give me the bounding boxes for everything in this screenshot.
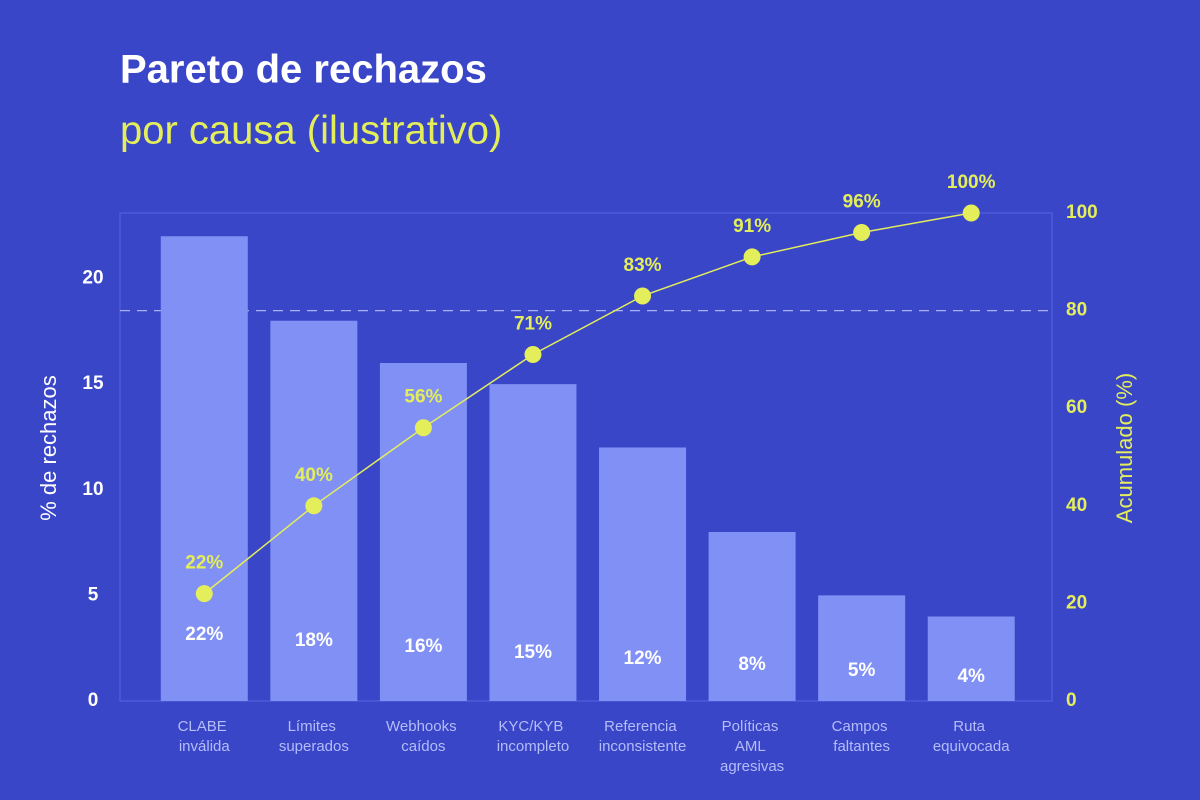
- cumulative-value-label: 22%: [185, 553, 223, 574]
- cumulative-value-label: 96%: [843, 192, 881, 213]
- bar: [818, 595, 906, 701]
- cumulative-line: [203, 212, 972, 595]
- cumulative-value-label: 56%: [404, 387, 442, 408]
- x-tick-label: Límites superados: [279, 718, 349, 755]
- x-tick-label: Campos faltantes: [832, 718, 892, 755]
- chart-subtitle: por causa (ilustrativo): [120, 109, 502, 153]
- y2-tick-label: 60: [1066, 397, 1087, 418]
- cumulative-value-label: 91%: [733, 216, 771, 237]
- x-tick-label: CLABE inválida: [178, 718, 231, 755]
- cumulative-point: [305, 497, 323, 515]
- y-tick-label: 10: [82, 479, 103, 500]
- bar: [489, 384, 577, 701]
- bar-value-label: 16%: [404, 636, 442, 657]
- cumulative-point: [634, 287, 652, 305]
- cumulative-point: [743, 248, 761, 266]
- x-tick-label: Ruta equivocada: [933, 718, 1010, 755]
- bar: [599, 447, 687, 701]
- y2-tick-label: 0: [1066, 690, 1077, 711]
- bar-value-label: 12%: [624, 648, 662, 669]
- y-tick-label: 15: [82, 373, 104, 394]
- y2-tick-label: 20: [1066, 592, 1087, 613]
- cumulative-value-label: 100%: [947, 172, 996, 193]
- y2-axis-title: Acumulado (%): [1112, 373, 1137, 523]
- cumulative-point: [195, 585, 213, 603]
- bar-value-label: 22%: [185, 624, 223, 645]
- y2-tick-label: 80: [1066, 300, 1087, 321]
- x-tick-label: KYC/KYB incompleto: [497, 718, 570, 755]
- y-axis-title: % de rechazos: [36, 375, 61, 521]
- cumulative-point: [414, 419, 432, 437]
- cumulative-point: [524, 346, 542, 364]
- bar-value-label: 15%: [514, 642, 552, 663]
- bar: [927, 616, 1015, 701]
- cumulative-value-label: 71%: [514, 314, 552, 335]
- bar-value-label: 18%: [295, 630, 333, 651]
- chart-title: Pareto de rechazos: [120, 48, 487, 92]
- y2-tick-label: 100: [1066, 202, 1098, 223]
- x-tick-label: Webhooks caídos: [386, 718, 461, 755]
- y-tick-label: 20: [82, 268, 103, 289]
- y2-tick-label: 40: [1066, 495, 1087, 516]
- bar: [160, 236, 248, 701]
- x-tick-label: Políticas AML agresivas: [720, 718, 784, 775]
- bar: [708, 531, 796, 701]
- plot-frame: [119, 212, 1053, 702]
- y-tick-label: 5: [88, 584, 99, 605]
- cumulative-point: [962, 204, 980, 222]
- bar-value-label: 4%: [957, 666, 985, 687]
- cumulative-value-label: 83%: [624, 255, 662, 276]
- cumulative-value-label: 40%: [295, 465, 333, 486]
- cumulative-point: [853, 224, 871, 242]
- y-tick-label: 0: [88, 690, 99, 711]
- bar-value-label: 8%: [738, 654, 766, 675]
- x-tick-label: Referencia inconsistente: [599, 718, 687, 755]
- bar-value-label: 5%: [848, 660, 876, 681]
